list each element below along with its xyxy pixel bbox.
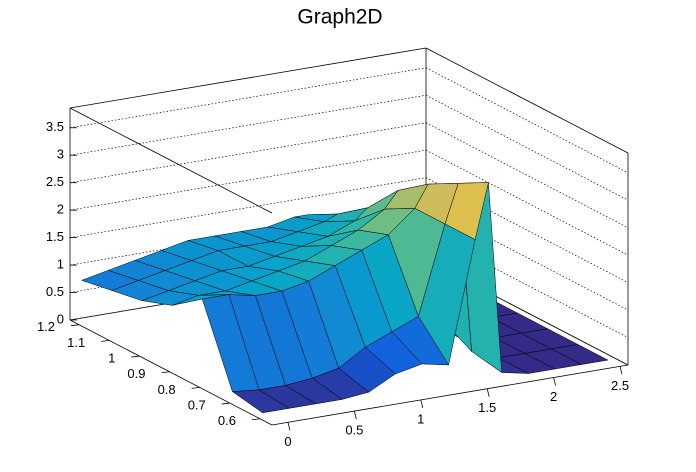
grid-line bbox=[69, 149, 427, 211]
y-tick bbox=[101, 339, 110, 342]
x-tick bbox=[353, 411, 357, 420]
x-tick bbox=[553, 377, 556, 386]
y-tick-label: 1.1 bbox=[67, 335, 85, 350]
y-axis bbox=[69, 319, 273, 426]
y-tick-label: 0.6 bbox=[218, 413, 236, 428]
x-tick bbox=[486, 388, 490, 397]
z-tick-label: 2 bbox=[57, 202, 64, 217]
x-tick-label: 1.5 bbox=[478, 400, 496, 415]
grid-line bbox=[425, 122, 629, 229]
x-tick bbox=[420, 399, 424, 409]
x-tick-label: 2 bbox=[550, 389, 557, 404]
x-tick bbox=[287, 422, 291, 431]
z-tick-label: 2.5 bbox=[46, 174, 64, 189]
y-tick bbox=[251, 418, 260, 421]
x-tick-label: 0.5 bbox=[345, 423, 363, 438]
grid-line bbox=[69, 204, 427, 266]
x-tick-label: 2.5 bbox=[611, 378, 629, 393]
grid-line bbox=[425, 149, 629, 256]
chart-title: Graph2D bbox=[297, 6, 382, 29]
z-tick-label: 3 bbox=[57, 147, 64, 162]
y-tick bbox=[70, 324, 80, 327]
grid-line bbox=[425, 67, 629, 174]
y-tick-label: 0.8 bbox=[158, 382, 176, 397]
y-tick-label: 1 bbox=[108, 350, 115, 365]
x-tick-label: 1 bbox=[417, 411, 424, 426]
grid-line bbox=[425, 232, 629, 338]
grid-line bbox=[69, 94, 427, 156]
surface-cell bbox=[232, 389, 290, 414]
box-edge bbox=[69, 47, 427, 109]
grid-line bbox=[69, 122, 427, 184]
grid-line bbox=[425, 94, 629, 201]
z-tick-label: 1 bbox=[57, 257, 64, 272]
x-tick-label: 0 bbox=[284, 434, 291, 449]
y-tick bbox=[191, 386, 200, 389]
z-tick-label: 0 bbox=[57, 311, 64, 326]
grid-line bbox=[69, 177, 427, 238]
box-edge bbox=[69, 107, 273, 214]
y-tick-label: 1.2 bbox=[37, 319, 55, 334]
grid-line bbox=[69, 67, 427, 129]
x-tick bbox=[619, 366, 623, 375]
x-axis bbox=[271, 364, 629, 426]
z-tick-label: 3.5 bbox=[46, 119, 64, 134]
z-tick-label: 1.5 bbox=[46, 229, 64, 244]
box-edge bbox=[425, 47, 629, 154]
y-tick bbox=[221, 402, 230, 405]
z-tick-label: 0.5 bbox=[46, 284, 64, 299]
grid-line bbox=[425, 204, 629, 311]
y-tick-label: 0.7 bbox=[188, 397, 206, 412]
y-tick-label: 0.9 bbox=[127, 366, 145, 381]
y-tick bbox=[161, 371, 170, 374]
grid-line bbox=[425, 177, 629, 283]
y-tick bbox=[131, 355, 140, 358]
